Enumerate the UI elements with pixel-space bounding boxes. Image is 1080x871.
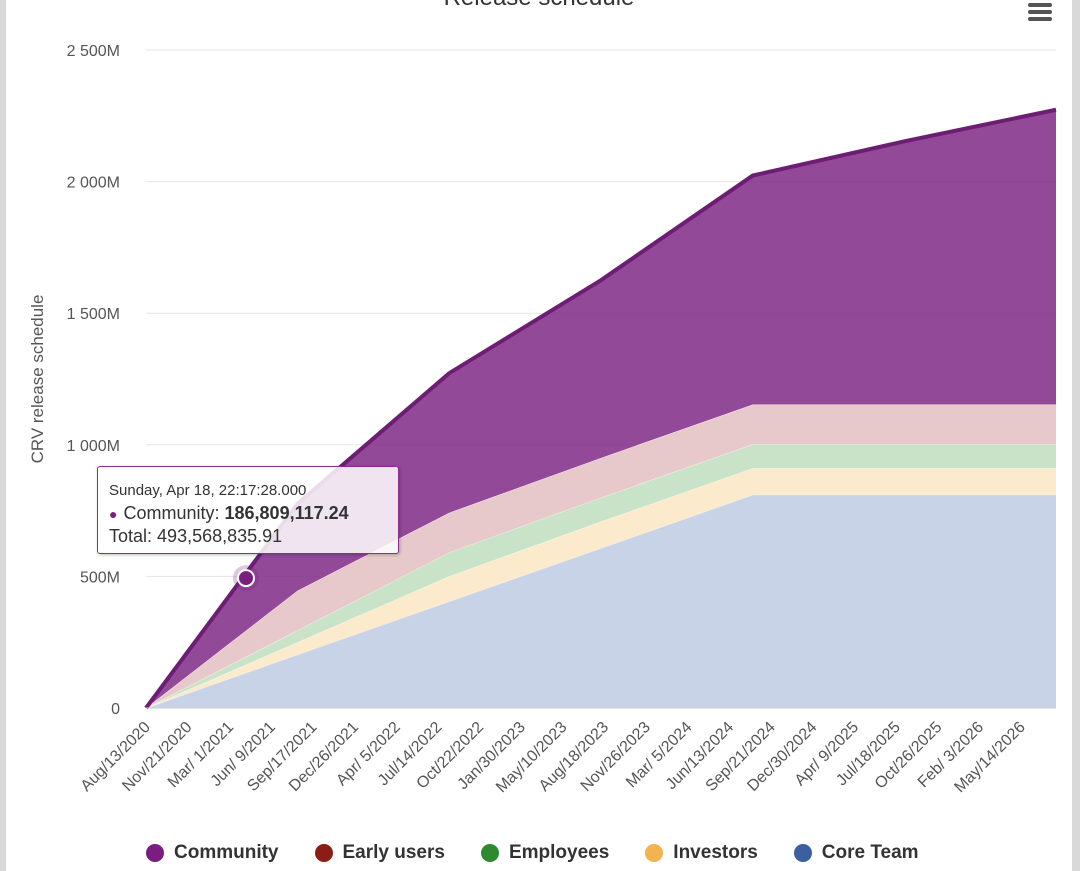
legend-swatch-early-users — [314, 844, 333, 862]
area-early-users[interactable] — [146, 404, 1056, 708]
tooltip: Sunday, Apr 18, 22:17:28.000 ● Community:… — [97, 466, 399, 554]
legend-item-investors[interactable]: Investors — [645, 842, 758, 864]
tooltip-total-label: Total: — [109, 526, 153, 546]
y-axis-ticks: 0 500M 1 000M 1 500M 2 000M 2 500M — [67, 43, 120, 718]
legend-label-employees: Employees — [508, 842, 610, 863]
legend-item-early-users[interactable]: Early users — [314, 842, 445, 864]
y-tick-label-2: 1 000M — [67, 438, 120, 455]
chart-plot: 0 500M 1 000M 1 500M 2 000M 2 500M Aug/13/202… — [28, 43, 1057, 797]
legend-item-core-team[interactable]: Core Team — [793, 842, 919, 864]
area-investors[interactable] — [146, 468, 1056, 708]
stacked-areas — [144, 107, 1057, 710]
legend-swatch-community — [146, 844, 164, 862]
y-tick-label-1: 500M — [80, 569, 120, 586]
legend-label-investors: Investors — [673, 842, 758, 863]
legend-label-early-users: Early users — [342, 842, 445, 863]
legend-swatch-investors — [645, 844, 664, 862]
y-tick-label-4: 2 000M — [67, 175, 120, 192]
legend-swatch-core-team — [793, 844, 812, 862]
hover-point[interactable] — [237, 569, 255, 588]
hamburger-menu-icon[interactable] — [1024, 0, 1056, 26]
tooltip-series-dot-icon: ● — [109, 506, 118, 522]
tooltip-total-value: 493,568,835.91 — [157, 526, 283, 546]
tooltip-total-row: Total: 493,568,835.91 — [109, 526, 282, 547]
tooltip-date: Sunday, Apr 18, 22:17:28.000 — [109, 482, 307, 499]
y-axis-label: CRV release schedule — [28, 295, 47, 464]
legend-swatch-employees — [480, 844, 499, 862]
legend: Community Early users Employees Investor… — [146, 840, 955, 866]
chart-container: Release schedule 0 500M 1 000M 1 500M 2 000M… — [6, 0, 1072, 871]
legend-item-community[interactable]: Community — [146, 842, 279, 864]
tooltip-series-label: Community: — [123, 503, 220, 523]
area-core-team[interactable] — [146, 494, 1056, 708]
chart-title: Release schedule — [6, 0, 1072, 12]
area-community[interactable] — [146, 109, 1056, 708]
legend-label-core-team: Core Team — [821, 842, 919, 863]
y-tick-label-3: 1 500M — [67, 306, 120, 323]
y-tick-label-5: 2 500M — [67, 43, 120, 60]
legend-item-employees[interactable]: Employees — [480, 842, 610, 864]
hover-marker — [233, 565, 259, 592]
legend-label-community: Community — [174, 842, 279, 863]
tooltip-series-value: 186,809,117.24 — [224, 503, 349, 523]
tooltip-series-row: ● Community: 186,809,117.24 — [109, 503, 349, 524]
y-tick-label-0: 0 — [111, 701, 120, 718]
